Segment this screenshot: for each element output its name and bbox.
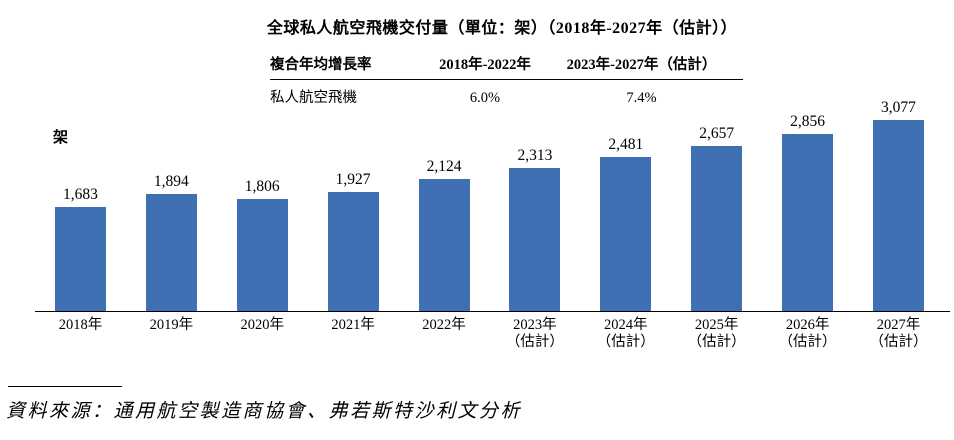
bar-value-label: 1,806 [244, 178, 280, 195]
x-axis-label: 2021年 [331, 317, 375, 333]
bar [509, 168, 561, 312]
bar-slot: 3,077 [853, 99, 943, 312]
bar-value-label: 2,124 [426, 158, 462, 175]
bar-slot: 1,683 [35, 186, 125, 312]
bar-slot: 2,856 [763, 113, 853, 312]
bar [54, 207, 106, 312]
bar [691, 146, 743, 312]
source-note: 資料來源：通用航空製造商協會、弗若斯特沙利文分析 [6, 401, 523, 422]
source-divider-line [8, 386, 122, 387]
cagr-header-period2: 2023年-2027年（估計） [566, 57, 717, 73]
bar-value-label: 2,657 [699, 125, 735, 142]
cagr-table-data-row: 私人航空飛機 6.0% 7.4% [270, 80, 743, 107]
bar-slot: 1,894 [126, 173, 216, 312]
x-axis-label: 2020年 [240, 317, 284, 333]
x-axis-label: 2027年 （估計） [869, 317, 928, 350]
bar [600, 157, 652, 312]
cagr-row-period2-value: 7.4% [626, 90, 657, 106]
x-axis-label: 2018年 [58, 317, 103, 333]
bar [418, 179, 470, 312]
cagr-row-period1-value: 6.0% [469, 90, 501, 106]
x-axis-labels: 2018年 2019年 2020年 2021年 2022年 2023年 （估計） 2024年… [35, 317, 944, 350]
x-axis-label: 2022年 [422, 317, 466, 333]
bar [872, 120, 924, 312]
bar-value-label: 2,313 [517, 147, 553, 164]
bar [782, 134, 834, 312]
cagr-table-header-row: 複合年均增長率 2018年-2022年 2023年-2027年（估計） [270, 53, 743, 80]
cagr-header-metric: 複合年均增長率 [270, 57, 372, 73]
bar-slot: 2,657 [672, 125, 762, 312]
cagr-header-period1: 2018年-2022年 [439, 57, 531, 73]
bar-value-label: 1,683 [63, 186, 98, 203]
bar-slot: 2,124 [399, 158, 489, 312]
bar-slot: 1,927 [308, 171, 398, 312]
bar [236, 199, 288, 312]
bar-value-label: 2,856 [790, 113, 825, 130]
cagr-table: 複合年均增長率 2018年-2022年 2023年-2027年（估計） 私人航空… [270, 53, 743, 107]
bar-slot: 1,806 [217, 178, 307, 312]
bar-value-label: 2,481 [608, 136, 644, 153]
page-title: 全球私人航空飛機交付量（單位：架）（2018年-2027年（估計）） [266, 20, 738, 37]
bar [327, 192, 379, 312]
x-axis-label: 2019年 [149, 317, 194, 333]
bar-value-label: 1,927 [335, 171, 371, 188]
bar [145, 194, 197, 312]
x-axis-line [35, 311, 950, 312]
x-axis-label: 2023年 （估計） [505, 317, 564, 350]
x-axis-label: 2025年 （估計） [687, 317, 746, 350]
bar-slot: 2,481 [581, 136, 671, 312]
x-axis-label: 2024年 （估計） [596, 317, 655, 350]
y-axis-unit-label: 架 [53, 130, 69, 146]
cagr-row-metric: 私人航空飛機 [270, 90, 357, 106]
bar-slot: 2,313 [490, 147, 580, 312]
bar-value-label: 1,894 [153, 173, 189, 190]
bar-value-label: 3,077 [881, 99, 916, 116]
x-axis-label: 2026年 （估計） [778, 317, 837, 350]
bar-chart-plot-area: 1,683 1,894 1,806 1,927 2,124 2,313 2,481 2,657… [35, 99, 944, 312]
